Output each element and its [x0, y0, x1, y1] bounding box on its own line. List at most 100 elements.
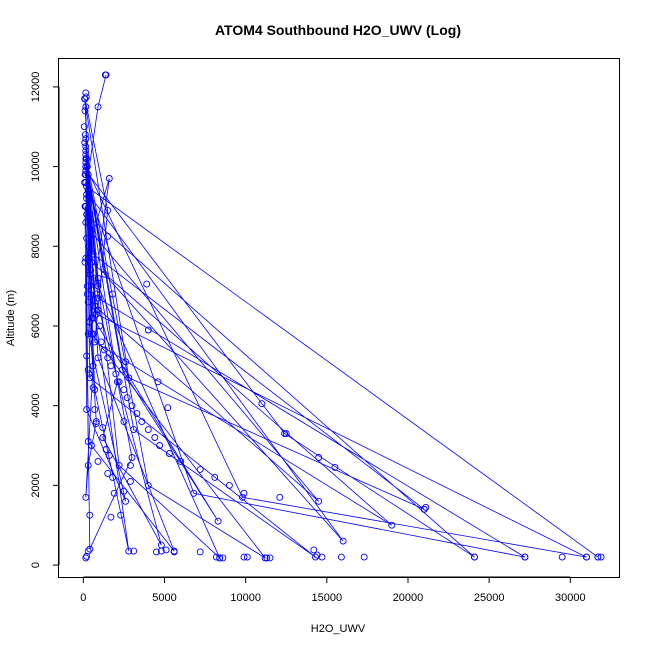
y-tick-label: 6000	[30, 314, 42, 338]
data-point	[122, 497, 130, 505]
data-point	[151, 434, 159, 441]
data-point	[240, 553, 248, 561]
data-point	[216, 554, 224, 562]
data-point	[258, 400, 266, 408]
data-point	[83, 155, 91, 163]
chart-title: ATOM4 Southbound H2O_UWV (Log)	[215, 22, 461, 38]
data-point	[100, 270, 108, 278]
data-point	[126, 477, 134, 485]
data-point	[212, 553, 220, 561]
x-axis: 0 5000 10000 15000 20000 25000 30000	[80, 576, 586, 604]
data-point	[91, 386, 99, 394]
data-point	[94, 354, 102, 362]
data-point	[85, 242, 93, 250]
data-point	[196, 465, 204, 473]
data-point	[84, 366, 92, 374]
data-point	[83, 163, 91, 171]
data-point	[240, 489, 248, 497]
data-point	[164, 404, 172, 412]
data-point	[388, 521, 396, 529]
data-point	[88, 442, 95, 449]
data-point	[102, 446, 110, 453]
data-point	[211, 473, 219, 481]
data-point	[82, 554, 90, 562]
data-point	[86, 511, 94, 519]
data-point	[104, 232, 112, 240]
y-tick-label: 10000	[30, 151, 42, 182]
data-point	[331, 463, 339, 471]
data-point	[276, 493, 284, 501]
data-point	[120, 418, 128, 426]
data-point	[266, 554, 274, 562]
data-point	[86, 374, 94, 382]
data-point	[156, 442, 164, 449]
data-point	[94, 294, 102, 302]
data-point	[133, 410, 141, 418]
data-point	[100, 346, 108, 354]
data-point	[92, 418, 100, 426]
x-tick-label: 25000	[474, 592, 505, 604]
data-point	[117, 511, 125, 519]
data-point	[177, 457, 185, 465]
data-point	[143, 280, 151, 288]
data-point	[104, 469, 112, 477]
data-point	[101, 71, 109, 79]
data-point	[82, 493, 90, 501]
data-point	[196, 548, 204, 556]
data-point	[83, 282, 91, 290]
data-point	[339, 537, 347, 545]
data-point	[107, 513, 115, 521]
data-point	[144, 481, 152, 489]
data-point	[89, 330, 97, 338]
data-point	[82, 202, 90, 210]
data-point	[83, 234, 91, 242]
data-point	[81, 179, 89, 186]
data-point	[315, 454, 323, 461]
data-point	[82, 103, 90, 111]
data-point	[162, 546, 170, 554]
data-point	[225, 481, 233, 489]
data-point	[154, 378, 162, 386]
data-point	[120, 487, 128, 495]
data-point	[82, 135, 90, 143]
data-point	[86, 545, 94, 553]
data-point	[122, 358, 130, 366]
data-point	[89, 362, 97, 370]
data-point	[128, 454, 136, 461]
data-point	[89, 384, 97, 392]
data-point	[263, 554, 271, 562]
data-point	[97, 338, 105, 346]
data-point	[86, 210, 94, 218]
data-point	[83, 352, 91, 360]
data-point	[125, 547, 133, 555]
data-point	[83, 210, 91, 218]
x-tick-label: 0	[80, 592, 86, 604]
data-point	[88, 226, 95, 234]
data-point	[85, 370, 93, 378]
data-point	[82, 167, 90, 175]
data-point	[81, 95, 89, 103]
data-point	[282, 430, 290, 438]
data-point	[310, 546, 318, 554]
data-point	[88, 286, 95, 294]
y-tick-label: 4000	[30, 393, 42, 417]
data-point	[81, 131, 89, 139]
data-point	[157, 547, 165, 555]
data-point	[81, 258, 89, 266]
data-point	[81, 171, 89, 179]
data-layer	[80, 71, 605, 562]
data-point	[125, 374, 133, 382]
data-point	[214, 517, 222, 525]
data-point	[360, 553, 368, 561]
data-point	[597, 553, 605, 561]
y-tick-label: 2000	[30, 473, 42, 497]
x-tick-label: 10000	[230, 592, 261, 604]
x-axis-label: H2O_UWV	[311, 623, 366, 635]
data-point	[152, 548, 160, 556]
data-point	[190, 489, 198, 497]
data-point	[243, 553, 251, 561]
data-point	[83, 290, 91, 298]
data-point	[109, 290, 117, 298]
data-point	[99, 434, 107, 441]
